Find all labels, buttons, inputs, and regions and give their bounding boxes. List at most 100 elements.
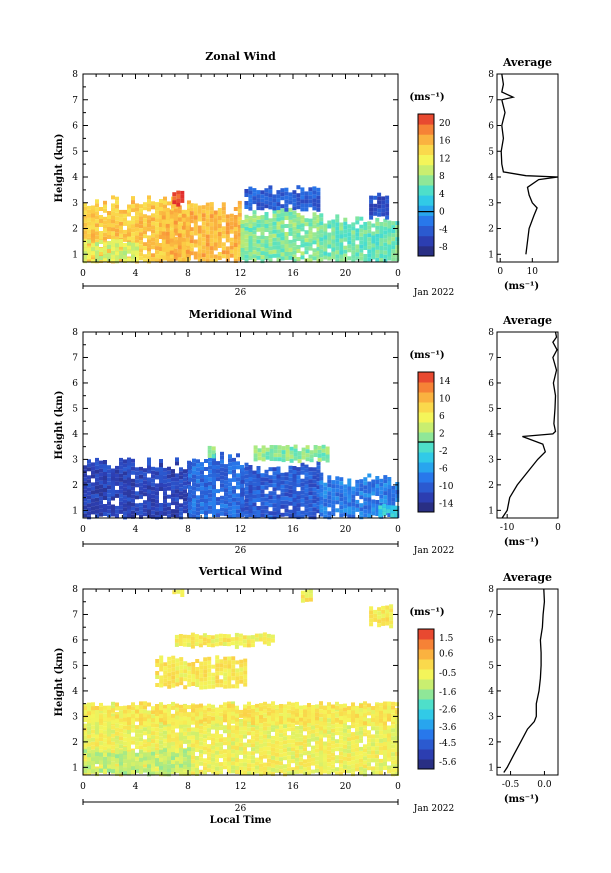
- heatmap-cell: [95, 768, 99, 773]
- heatmap-cell: [272, 198, 277, 203]
- heatmap-cell: [375, 726, 379, 731]
- heatmap-cell: [244, 478, 249, 483]
- heatmap-cell: [220, 475, 224, 480]
- heatmap-cell: [135, 491, 139, 496]
- heatmap-cell: [288, 247, 293, 252]
- heatmap-cell: [159, 757, 163, 762]
- heatmap-cell: [188, 513, 192, 518]
- heatmap-cell: [327, 511, 332, 516]
- heatmap-cell: [339, 727, 343, 732]
- heatmap-cell: [207, 664, 212, 669]
- heatmap-cell: [175, 666, 180, 671]
- heatmap-cell: [312, 487, 317, 492]
- heatmap-cell: [395, 229, 400, 234]
- heatmap-cell: [303, 767, 307, 772]
- heatmap-cell: [271, 771, 275, 776]
- heatmap-cell: [367, 493, 372, 498]
- heatmap-cell: [240, 236, 245, 240]
- heatmap-cell: [304, 242, 309, 247]
- heatmap-cell: [192, 466, 196, 471]
- heatmap-cell: [171, 513, 175, 518]
- heatmap-cell: [283, 712, 287, 717]
- heatmap-cell: [215, 715, 219, 720]
- heatmap-cell: [111, 476, 115, 481]
- heatmap-cell: [171, 667, 176, 672]
- heatmap-cell: [343, 496, 348, 501]
- heatmap-cell: [251, 747, 255, 752]
- heatmap-cell: [327, 503, 332, 508]
- heatmap-cell: [304, 199, 309, 204]
- heatmap-cell: [147, 215, 151, 220]
- heatmap-cell: [179, 728, 183, 733]
- heatmap-cell: [247, 701, 251, 706]
- heatmap-cell: [199, 733, 203, 738]
- heatmap-cell: [291, 718, 295, 723]
- heatmap-cell: [331, 512, 336, 517]
- heatmap-cell: [367, 233, 372, 238]
- heatmap-cell: [159, 503, 163, 507]
- heatmap-cell: [371, 770, 375, 775]
- heatmap-cell: [315, 740, 319, 745]
- heatmap-cell: [191, 682, 196, 686]
- heatmap-cell: [199, 685, 204, 690]
- heatmap-cell: [151, 706, 155, 711]
- heatmap-cell: [155, 495, 159, 500]
- heatmap-cell: [288, 477, 293, 482]
- heatmap-cell: [276, 470, 281, 475]
- heatmap-cell: [195, 671, 200, 675]
- heatmap-cell: [192, 462, 196, 467]
- heatmap-cell: [335, 727, 339, 732]
- heatmap-cell: [127, 497, 131, 502]
- heatmap-cell: [203, 717, 207, 722]
- heatmap-cell: [246, 635, 251, 640]
- heatmap-cell: [83, 505, 87, 510]
- heatmap-cell: [391, 237, 396, 242]
- heatmap-cell: [135, 764, 139, 769]
- heatmap-cell: [255, 725, 259, 730]
- heatmap-cell: [279, 757, 283, 762]
- heatmap-cell: [195, 728, 199, 732]
- colorbar-tick-label: -5.6: [439, 758, 457, 768]
- heatmap-cell: [355, 483, 360, 488]
- average-x-tick-label: 0: [555, 523, 561, 533]
- heatmap-cell: [239, 742, 243, 747]
- heatmap-cell: [175, 736, 179, 741]
- heatmap-data: [83, 589, 399, 777]
- heatmap-cell: [235, 762, 239, 766]
- heatmap-cell: [391, 701, 395, 706]
- heatmap-cell: [303, 713, 307, 718]
- heatmap-cell: [219, 704, 223, 709]
- heatmap-cell: [391, 705, 395, 710]
- heatmap-cell: [195, 704, 199, 709]
- heatmap-cell: [99, 464, 103, 469]
- heatmap-cell: [207, 676, 212, 681]
- heatmap-cell: [221, 254, 226, 259]
- heatmap-cell: [383, 701, 387, 706]
- heatmap-cell: [111, 207, 115, 212]
- heatmap-region: [155, 655, 248, 690]
- heatmap-cell: [135, 752, 139, 757]
- heatmap-cell: [261, 445, 266, 450]
- heatmap-cell: [221, 246, 226, 251]
- heatmap-cell: [205, 246, 210, 251]
- heatmap-cell: [379, 490, 384, 495]
- heatmap-cell: [224, 472, 228, 477]
- heatmap-cell: [225, 218, 230, 223]
- heatmap-cell: [139, 216, 143, 221]
- heatmap-cell: [196, 475, 200, 480]
- heatmap-cell: [316, 493, 321, 498]
- heatmap-cell: [231, 765, 235, 770]
- heatmap-cell: [169, 246, 174, 251]
- heatmap-region: [174, 632, 275, 649]
- heatmap-cell: [229, 253, 234, 258]
- heatmap-cell: [259, 747, 263, 752]
- heatmap-cell: [308, 230, 313, 235]
- heatmap-cell: [335, 767, 339, 772]
- heatmap-cell: [308, 191, 313, 196]
- heatmap-cell: [115, 473, 119, 478]
- heatmap-cell: [226, 642, 231, 647]
- heatmap-cell: [363, 764, 367, 769]
- heatmap-cell: [244, 466, 249, 471]
- heatmap-cell: [127, 212, 131, 217]
- colorbar-tick-label: 1.5: [439, 634, 454, 644]
